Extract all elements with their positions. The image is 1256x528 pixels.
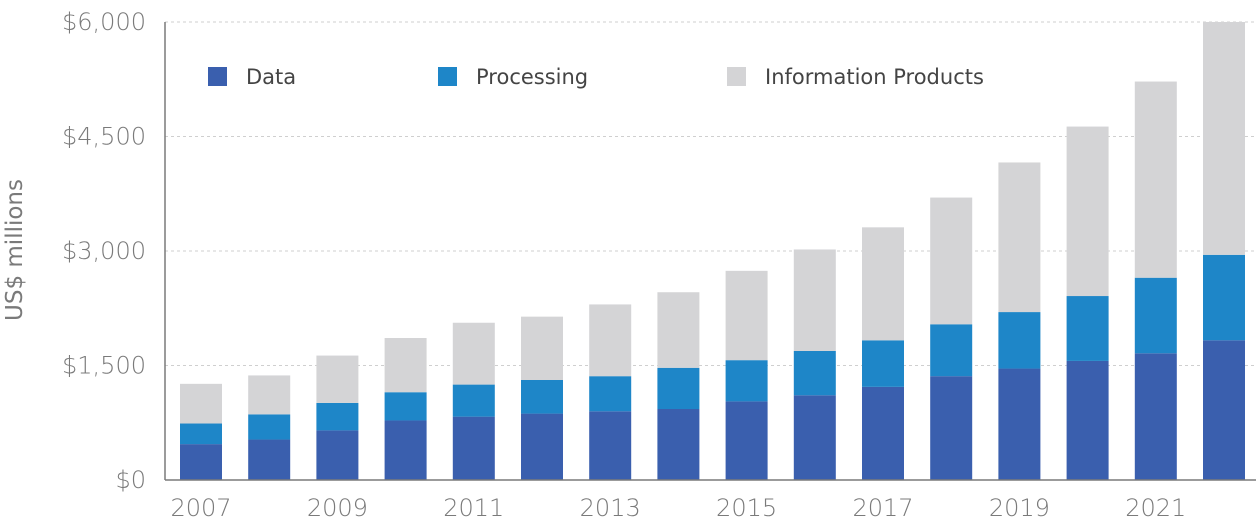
legend-swatch-data	[208, 67, 227, 86]
bar-processing-2014	[657, 367, 700, 410]
legend-swatch-processing	[438, 67, 457, 86]
bar-processing-2012	[521, 380, 563, 414]
bar-data-2015	[725, 401, 768, 480]
bar-data-2014	[657, 409, 700, 480]
bar-information-products-2011	[452, 322, 495, 385]
x-tick-label: 2009	[307, 494, 368, 522]
bar-information-products-2010	[384, 338, 427, 393]
bar-processing-2015	[725, 360, 768, 402]
bar-information-products-2007	[180, 383, 222, 424]
bar-processing-2009	[316, 402, 359, 431]
bar-processing-2017	[862, 340, 904, 387]
legend-label-information-products: Information Products	[765, 65, 984, 89]
bar-data-2018	[930, 376, 973, 480]
legend-label-processing: Processing	[476, 65, 588, 89]
bar-information-products-2008	[248, 375, 291, 415]
y-tick-label: $6,000	[62, 8, 146, 36]
bar-data-2022	[1203, 340, 1245, 480]
bar-processing-2008	[248, 414, 291, 440]
bar-data-2011	[452, 416, 495, 480]
bar-data-2020	[1066, 360, 1109, 480]
y-axis-label: US$ millions	[2, 179, 28, 321]
x-tick-label: 2019	[989, 494, 1050, 522]
bar-processing-2007	[180, 423, 222, 445]
bar-data-2007	[180, 444, 222, 480]
x-tick-label: 2011	[443, 494, 504, 522]
x-tick-label: 2013	[580, 494, 641, 522]
bar-data-2008	[248, 439, 291, 480]
bar-information-products-2021	[1134, 81, 1177, 278]
bar-processing-2011	[452, 384, 495, 417]
bar-data-2013	[589, 411, 632, 480]
bar-processing-2016	[793, 350, 836, 396]
x-tick-label: 2015	[716, 494, 777, 522]
bar-data-2017	[862, 386, 904, 480]
bar-data-2012	[521, 413, 563, 480]
bar-data-2009	[316, 430, 359, 480]
bar-information-products-2016	[793, 249, 836, 351]
bar-processing-2010	[384, 392, 427, 421]
x-tick-label: 2021	[1125, 494, 1186, 522]
bar-processing-2018	[930, 324, 973, 377]
bar-processing-2020	[1066, 296, 1109, 361]
y-tick-label: $3,000	[62, 237, 146, 265]
bar-information-products-2019	[998, 162, 1041, 313]
bar-information-products-2022	[1203, 22, 1245, 255]
bar-information-products-2017	[862, 227, 904, 341]
x-tick-label: 2007	[170, 494, 231, 522]
bar-information-products-2013	[589, 304, 632, 377]
bar-data-2016	[793, 395, 836, 480]
y-tick-label: $1,500	[62, 352, 146, 380]
bar-data-2010	[384, 420, 427, 480]
bar-information-products-2014	[657, 292, 700, 368]
legend-swatch-information-products	[727, 67, 746, 86]
bar-information-products-2009	[316, 355, 359, 403]
bar-information-products-2020	[1066, 126, 1109, 297]
x-tick-labels: 2007 2009 2011 2013 2015 2017 2019 2021	[170, 494, 1186, 522]
bar-processing-2019	[998, 312, 1041, 369]
bar-data-2021	[1134, 353, 1177, 480]
bar-information-products-2012	[521, 316, 563, 381]
x-tick-label: 2017	[852, 494, 913, 522]
bar-processing-2013	[589, 376, 632, 412]
legend: Data Processing Information Products	[208, 65, 984, 89]
bar-information-products-2018	[930, 197, 973, 325]
bar-information-products-2015	[725, 270, 768, 361]
legend-label-data: Data	[246, 65, 296, 89]
y-tick-label: $4,500	[62, 123, 146, 151]
bar-processing-2022	[1203, 254, 1245, 341]
bars	[180, 22, 1245, 480]
bar-data-2019	[998, 368, 1041, 480]
bar-processing-2021	[1134, 277, 1177, 354]
y-tick-labels: $0 $1,500 $3,000 $4,500 $6,000	[62, 8, 146, 494]
y-tick-label: $0	[115, 466, 146, 494]
